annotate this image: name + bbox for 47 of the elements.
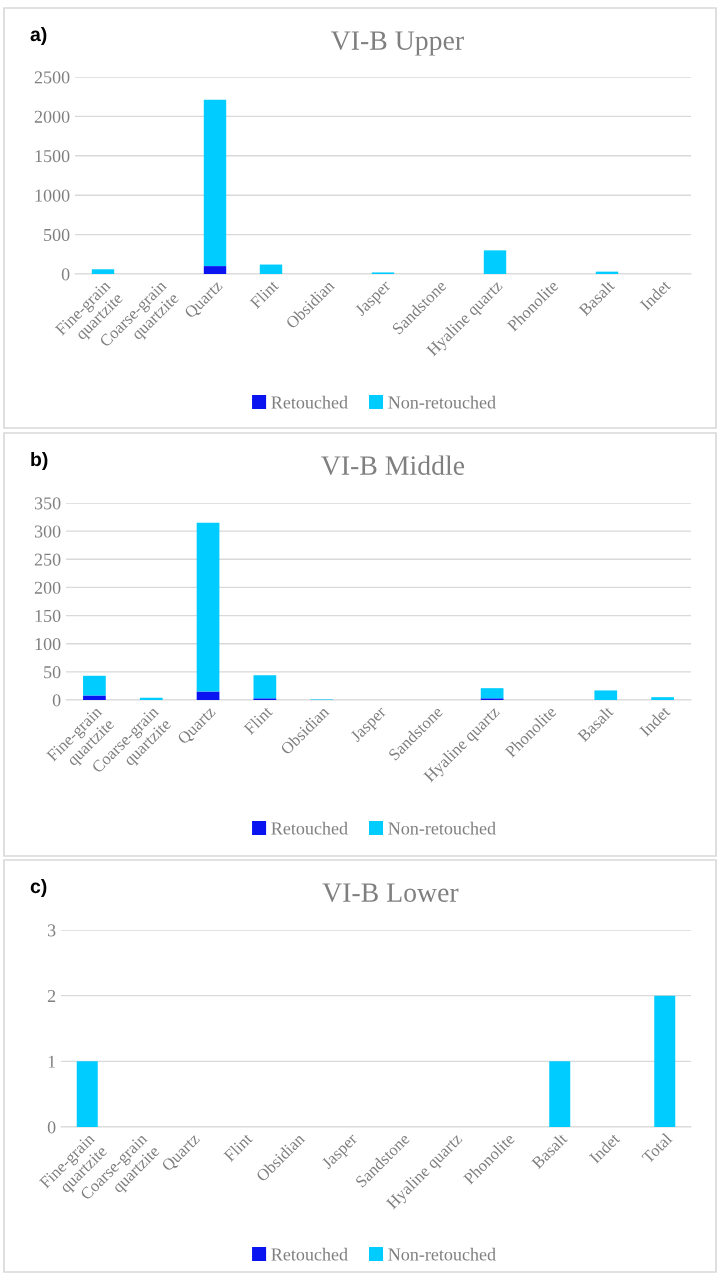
bar xyxy=(594,690,618,700)
y-tick-label: 350 xyxy=(34,497,61,510)
y-tick-label: 150 xyxy=(35,609,61,623)
y-tick-label: 250 xyxy=(34,553,61,566)
y-tick-label: 2500 xyxy=(34,71,70,84)
text: b) xyxy=(31,451,48,471)
y-tick-label: 500 xyxy=(44,228,70,242)
text: c) xyxy=(30,878,47,898)
bar xyxy=(139,697,163,700)
x-tick-label: Flint xyxy=(249,278,280,310)
legend-label: Non-retouched xyxy=(388,821,496,835)
x-tick-label: Flint xyxy=(242,704,274,736)
y-tick-label: 1000 xyxy=(35,189,70,202)
text: a) xyxy=(30,26,47,46)
y-tick-label: 0 xyxy=(52,694,61,707)
chart-title: VI-B Upper xyxy=(330,31,464,56)
bar xyxy=(91,269,115,274)
legend-label: Retouched xyxy=(271,1247,348,1261)
bar xyxy=(83,695,106,700)
y-tick-label: 300 xyxy=(34,525,61,538)
bar xyxy=(253,675,277,699)
legend-label: Non-retouched xyxy=(388,1247,496,1261)
y-tick-label: 100 xyxy=(35,637,61,651)
bar xyxy=(480,688,504,699)
y-tick-label: 0 xyxy=(47,1121,56,1134)
bar xyxy=(196,522,220,692)
bar xyxy=(483,250,507,274)
legend-label: Retouched xyxy=(271,821,348,835)
chart-title: VI-B Middle xyxy=(321,455,465,476)
bar xyxy=(83,675,106,696)
bar xyxy=(203,99,227,267)
y-tick-label: 2 xyxy=(47,989,56,1002)
y-tick-label: 3 xyxy=(47,924,56,937)
bar xyxy=(196,691,220,700)
bar xyxy=(203,266,227,274)
y-tick-label: 1 xyxy=(48,1055,56,1068)
bar xyxy=(651,697,674,700)
y-tick-label: 200 xyxy=(34,581,61,594)
legend-label: Retouched xyxy=(271,395,348,409)
y-tick-label: 50 xyxy=(44,666,61,679)
y-tick-label: 2000 xyxy=(34,110,70,123)
chart-title: VI-B Lower xyxy=(322,883,459,903)
bar xyxy=(259,264,283,274)
x-tick-label: Flint xyxy=(222,1131,253,1163)
y-tick-label: 0 xyxy=(61,268,70,281)
legend-label: Non-retouched xyxy=(388,395,496,409)
y-tick-label: 1500 xyxy=(35,150,70,163)
